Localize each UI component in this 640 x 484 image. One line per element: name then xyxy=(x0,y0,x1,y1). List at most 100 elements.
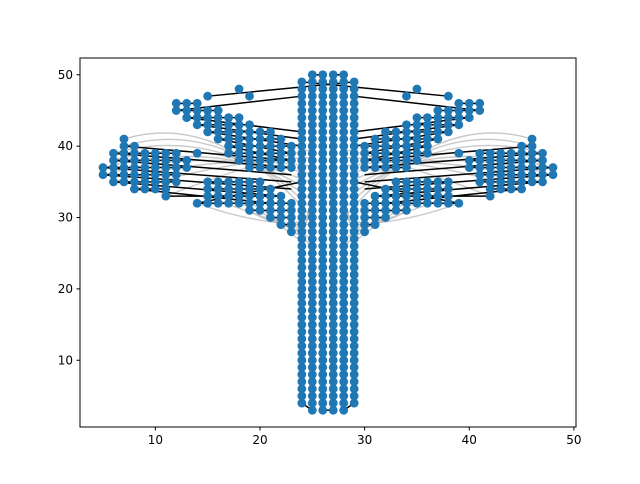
data-point xyxy=(349,313,359,322)
data-point xyxy=(339,98,349,108)
data-point xyxy=(203,120,213,130)
data-point xyxy=(266,134,275,144)
data-point xyxy=(423,177,432,187)
data-point xyxy=(349,263,359,272)
data-point xyxy=(307,320,317,329)
data-point xyxy=(213,184,223,194)
data-point xyxy=(349,127,359,137)
data-point xyxy=(224,148,233,158)
data-point xyxy=(328,113,338,122)
data-point xyxy=(276,213,286,222)
data-point xyxy=(328,284,338,294)
data-point xyxy=(245,91,254,101)
data-point xyxy=(328,391,338,401)
data-point xyxy=(328,170,338,180)
data-point xyxy=(339,398,349,408)
data-point xyxy=(307,270,317,280)
data-point xyxy=(286,227,296,237)
data-point xyxy=(349,170,359,180)
data-point xyxy=(297,205,307,215)
data-point xyxy=(109,163,118,172)
data-point xyxy=(245,127,254,137)
data-point xyxy=(297,177,307,187)
data-point xyxy=(381,127,390,137)
data-point xyxy=(307,334,317,344)
data-point xyxy=(255,184,265,194)
data-point xyxy=(276,205,286,215)
data-point xyxy=(423,141,432,151)
data-point xyxy=(297,220,307,230)
data-point xyxy=(412,156,422,165)
y-tick-label: 10 xyxy=(58,353,73,367)
data-point xyxy=(538,163,547,172)
data-point xyxy=(266,127,275,137)
data-point xyxy=(307,91,317,101)
data-point xyxy=(203,127,213,137)
data-point xyxy=(370,141,380,151)
data-point xyxy=(517,141,526,151)
data-point xyxy=(339,220,349,230)
data-point xyxy=(349,148,359,158)
data-point xyxy=(297,398,307,408)
data-point xyxy=(423,134,432,144)
data-points xyxy=(98,70,558,415)
data-point xyxy=(318,291,328,301)
data-point xyxy=(130,163,139,172)
data-point xyxy=(234,141,244,151)
data-point xyxy=(349,163,359,172)
data-point xyxy=(339,84,349,94)
x-tick-label: 50 xyxy=(566,433,581,447)
data-point xyxy=(412,113,422,122)
data-point xyxy=(213,198,223,208)
data-point xyxy=(307,313,317,322)
data-point xyxy=(318,248,328,258)
data-point xyxy=(286,205,296,215)
data-point xyxy=(339,127,349,137)
data-point xyxy=(192,148,202,158)
data-point xyxy=(245,148,254,158)
data-point xyxy=(213,127,223,137)
data-point xyxy=(538,148,547,158)
data-point xyxy=(307,298,317,308)
data-point xyxy=(307,405,317,415)
data-point xyxy=(318,313,328,322)
data-point xyxy=(161,156,171,165)
data-point xyxy=(234,120,244,130)
data-point xyxy=(307,327,317,337)
data-point xyxy=(328,84,338,94)
data-point xyxy=(443,113,453,122)
data-point xyxy=(496,148,506,158)
data-point xyxy=(224,198,233,208)
data-point xyxy=(307,363,317,372)
data-point xyxy=(339,170,349,180)
data-point xyxy=(464,98,474,108)
data-point xyxy=(360,156,370,165)
data-point xyxy=(433,191,443,201)
data-point xyxy=(328,134,338,144)
data-point xyxy=(475,148,485,158)
data-point xyxy=(297,163,307,172)
path-line xyxy=(207,131,302,147)
data-point xyxy=(161,191,171,201)
data-point xyxy=(318,241,328,251)
data-point xyxy=(297,227,307,237)
data-point xyxy=(391,177,401,187)
data-point xyxy=(192,120,202,130)
data-point xyxy=(276,163,286,172)
data-point xyxy=(307,348,317,358)
data-point xyxy=(224,141,233,151)
data-point xyxy=(203,184,213,194)
data-point xyxy=(318,363,328,372)
data-point xyxy=(328,320,338,329)
data-point xyxy=(307,391,317,401)
data-point xyxy=(328,120,338,130)
data-point xyxy=(328,205,338,215)
data-point xyxy=(245,177,254,187)
data-point xyxy=(297,241,307,251)
data-point xyxy=(318,355,328,365)
x-tick-label: 20 xyxy=(252,433,267,447)
data-point xyxy=(412,120,422,130)
data-point xyxy=(213,120,223,130)
data-point xyxy=(245,205,254,215)
